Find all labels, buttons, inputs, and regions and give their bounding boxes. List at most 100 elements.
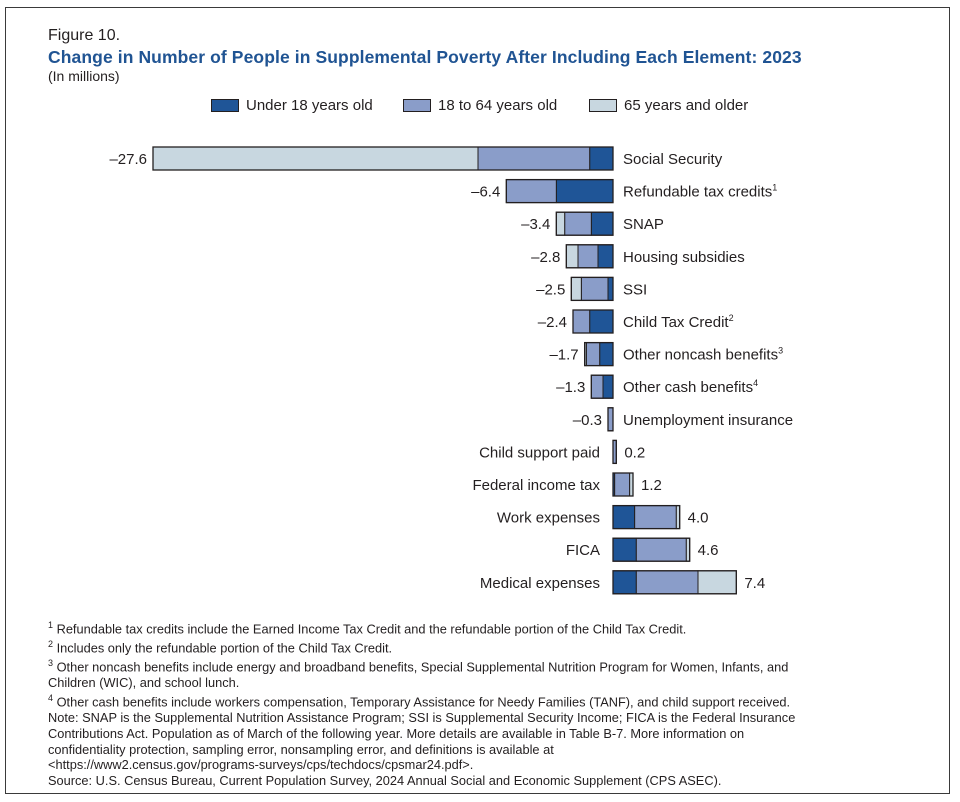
footnote-line: Children (WIC), and school lunch. — [48, 675, 240, 691]
bar-group-federal-income-tax: 1.2 Federal income tax — [472, 472, 662, 497]
value-label: 7.4 — [744, 575, 765, 592]
footnote-line: confidentiality protection, sampling err… — [48, 741, 554, 757]
bar-outline — [152, 146, 614, 171]
category-label-work-expenses: Work expenses — [497, 510, 600, 527]
bar-outline — [612, 570, 737, 595]
value-label: –1.3 — [556, 379, 585, 396]
chart-title: Change in Number of People in Supplement… — [48, 47, 802, 67]
footnotes: 1 Refundable tax credits include the Ear… — [48, 618, 928, 789]
bar-outline — [555, 211, 614, 236]
bar-segment-18-to-64-years-old — [634, 505, 677, 530]
bar-group-work-expenses: 4.0 Work expenses — [497, 504, 709, 530]
legend-item-under-18: Under 18 years old — [211, 97, 373, 114]
bar-segment-under-18-years-old — [555, 179, 614, 204]
bar-outline — [505, 178, 614, 204]
figure-label: Figure 10. — [48, 27, 121, 44]
legend-swatch-under-18 — [211, 99, 239, 112]
bar-group-medical-expenses: 7.4 Medical expenses — [480, 570, 765, 595]
footnote-line: 3 Other noncash benefits include energy … — [48, 658, 789, 675]
bar-group-unemployment-insurance: –0.3 Unemployment insurance — [573, 407, 793, 432]
value-label: –2.5 — [536, 281, 565, 298]
bar-outline — [612, 472, 634, 497]
bar-outline — [612, 537, 691, 562]
category-label-other-cash-benefits: Other cash benefits4 — [623, 378, 758, 396]
bar-segment-65-years-and-older — [152, 146, 479, 171]
bar-group-snap: –3.4 SNAP — [521, 211, 664, 236]
bar-group-refundable-tax-credits: –6.4 Refundable tax credits1 — [471, 178, 777, 204]
value-label: –2.8 — [531, 249, 560, 266]
bar-group-child-tax-credit: –2.4 Child Tax Credit2 — [538, 309, 734, 334]
category-label-housing-subsidies: Housing subsidies — [623, 249, 745, 266]
bar-segment-18-to-64-years-old — [580, 276, 609, 301]
chart-subtitle: (In millions) — [48, 68, 120, 84]
bar-group-other-noncash-benefits: –1.7 Other noncash benefits3 — [549, 341, 783, 367]
bar-segment-18-to-64-years-old — [564, 211, 592, 236]
bar-outline — [584, 341, 614, 367]
value-label: –27.6 — [109, 151, 147, 168]
category-label-snap: SNAP — [623, 216, 664, 233]
bar-segment-18-to-64-years-old — [505, 179, 557, 204]
category-label-child-tax-credit: Child Tax Credit2 — [623, 313, 734, 331]
category-label-federal-income-tax: Federal income tax — [472, 477, 600, 494]
bar-segment-under-18-years-old — [589, 309, 614, 334]
value-label: –3.4 — [521, 216, 550, 233]
legend: Under 18 years old 18 to 64 years old 65… — [0, 97, 960, 117]
bar-segment-65-years-and-older — [555, 211, 566, 236]
footnote-marker: 1 — [48, 620, 54, 630]
bar-segment-under-18-years-old — [612, 537, 637, 562]
bar-segment-under-18-years-old — [607, 276, 614, 301]
figure-frame — [5, 7, 950, 794]
bar-group-child-support-paid: 0.2 Child support paid — [479, 439, 645, 465]
footnote-line: 4 Other cash benefits include workers co… — [48, 692, 791, 710]
footnote-marker: 2 — [48, 639, 54, 650]
value-label: –2.4 — [538, 314, 567, 331]
footnote-line: 1 Refundable tax credits include the Ear… — [48, 620, 687, 637]
footnote-line: Note: SNAP is the Supplemental Nutrition… — [48, 710, 796, 726]
footnote-line: 2 Includes only the refundable portion o… — [48, 639, 393, 656]
bar-segment-18-to-64-years-old — [635, 537, 687, 562]
value-label: 4.0 — [688, 510, 709, 527]
legend-label-65-plus: 65 years and older — [624, 97, 749, 114]
bar-group-social-security: –27.6 Social Security — [109, 146, 723, 171]
legend-label-under-18: Under 18 years old — [246, 97, 373, 114]
bar-segment-under-18-years-old — [589, 146, 614, 171]
bar-group-fica: 4.6 FICA — [566, 537, 719, 562]
value-label: 4.6 — [698, 542, 719, 559]
bar-segment-18-to-64-years-old — [614, 472, 631, 497]
value-label: 0.2 — [624, 444, 645, 461]
bar-segment-under-18-years-old — [599, 342, 614, 367]
category-label-fica: FICA — [566, 542, 600, 559]
category-label-unemployment-insurance: Unemployment insurance — [623, 412, 793, 429]
category-label-ssi: SSI — [623, 281, 647, 298]
bar-outline — [565, 244, 614, 269]
legend-item-18-to-64: 18 to 64 years old — [403, 97, 557, 114]
bar-segment-under-18-years-old — [612, 570, 637, 595]
bar-segment-18-to-64-years-old — [585, 342, 601, 367]
bar-segment-18-to-64-years-old — [607, 407, 614, 432]
footnote-line: <https://www2.census.gov/programs-survey… — [48, 757, 474, 773]
value-label: –1.7 — [549, 347, 578, 364]
footnote-line: Contributions Act. Population as of Marc… — [48, 725, 745, 741]
bar-outline — [607, 407, 614, 432]
chart-plot: –27.6 Social Security –6.4 Refundable tax c… — [109, 146, 793, 595]
bar-segment-under-18-years-old — [590, 211, 614, 236]
bar-outline — [612, 504, 681, 530]
bar-segment-65-years-and-older — [570, 276, 582, 301]
bar-segment-18-to-64-years-old — [577, 244, 599, 269]
legend-swatch-18-to-64 — [403, 99, 431, 112]
value-label: 1.2 — [641, 477, 662, 494]
category-label-other-noncash-benefits: Other noncash benefits3 — [623, 346, 783, 364]
category-label-social-security: Social Security — [623, 151, 723, 168]
legend-label-18-to-64: 18 to 64 years old — [438, 97, 558, 114]
value-label: –0.3 — [573, 412, 602, 429]
bar-outline — [570, 276, 614, 302]
legend-swatch-65-plus — [589, 99, 617, 112]
bar-segment-65-years-and-older — [697, 570, 737, 595]
bar-segment-18-to-64-years-old — [590, 374, 604, 399]
value-label: –6.4 — [471, 184, 500, 201]
category-label-child-support-paid: Child support paid — [479, 444, 600, 461]
bar-segment-under-18-years-old — [597, 244, 614, 269]
footnote-marker: 3 — [48, 658, 54, 669]
bar-outline — [590, 374, 614, 399]
legend-item-65-plus: 65 years and older — [589, 97, 748, 114]
